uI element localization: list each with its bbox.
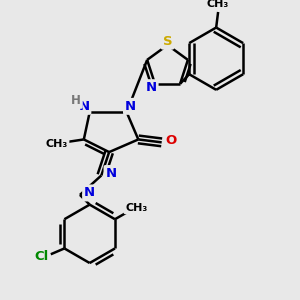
Text: N: N xyxy=(146,81,157,94)
Text: N: N xyxy=(125,100,136,113)
Text: N: N xyxy=(106,167,117,180)
Text: Cl: Cl xyxy=(34,250,48,263)
Text: CH₃: CH₃ xyxy=(207,0,229,9)
Text: H: H xyxy=(71,94,81,107)
Text: N: N xyxy=(78,100,89,113)
Text: O: O xyxy=(166,134,177,147)
Text: CH₃: CH₃ xyxy=(125,202,148,213)
Text: N: N xyxy=(84,187,95,200)
Text: CH₃: CH₃ xyxy=(46,139,68,149)
Text: S: S xyxy=(163,35,172,48)
